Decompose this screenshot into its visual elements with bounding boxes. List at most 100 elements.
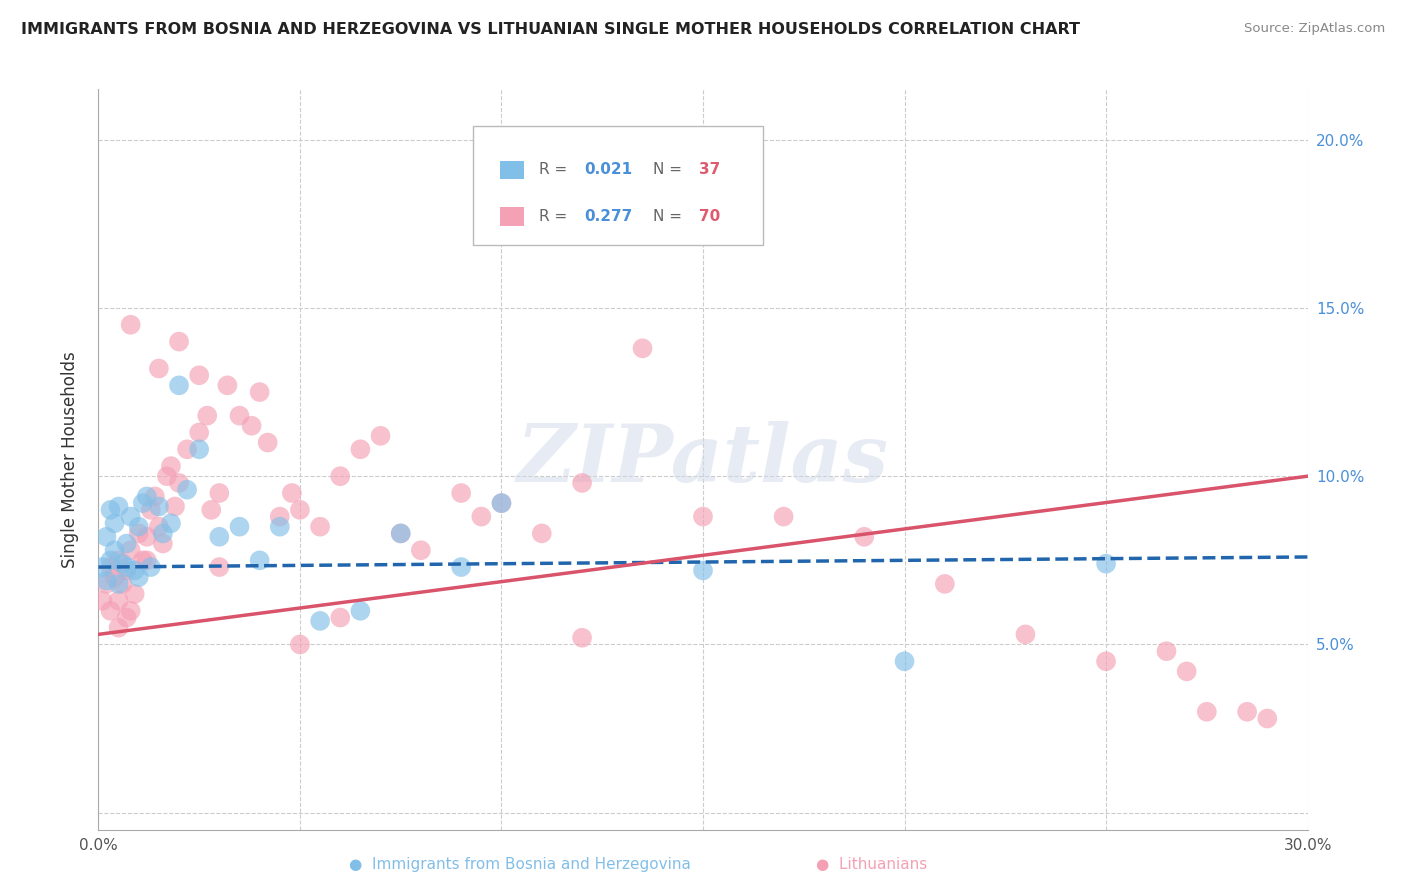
- Point: [100, 553, 122, 567]
- Point: [120, 543, 142, 558]
- Point: [288, 503, 311, 517]
- Point: [124, 587, 146, 601]
- Point: [160, 459, 183, 474]
- Point: [692, 509, 714, 524]
- Point: [249, 553, 271, 567]
- Point: [631, 341, 654, 355]
- Point: [103, 570, 125, 584]
- Point: [309, 614, 332, 628]
- Point: [148, 519, 170, 533]
- Point: [167, 334, 190, 349]
- Point: [132, 553, 155, 567]
- Bar: [501, 207, 524, 226]
- Point: [1175, 665, 1198, 679]
- Point: [228, 519, 250, 533]
- Point: [256, 435, 278, 450]
- Point: [491, 496, 513, 510]
- Point: [115, 610, 138, 624]
- Point: [139, 560, 162, 574]
- Point: [188, 442, 211, 457]
- Point: [288, 637, 311, 651]
- Point: [228, 409, 250, 423]
- Point: [389, 526, 412, 541]
- Text: R =: R =: [538, 162, 572, 178]
- Text: 70: 70: [699, 209, 721, 224]
- Point: [1014, 627, 1036, 641]
- Point: [152, 526, 174, 541]
- Point: [111, 577, 134, 591]
- Point: [107, 577, 129, 591]
- Point: [167, 378, 190, 392]
- FancyBboxPatch shape: [474, 126, 763, 244]
- Point: [200, 503, 222, 517]
- Point: [96, 574, 118, 588]
- Point: [491, 496, 513, 510]
- Point: [163, 500, 186, 514]
- Point: [167, 475, 190, 490]
- Point: [107, 621, 129, 635]
- Text: N =: N =: [654, 162, 688, 178]
- Point: [571, 631, 593, 645]
- Point: [176, 442, 198, 457]
- Point: [115, 536, 138, 550]
- Point: [893, 654, 915, 668]
- Point: [107, 593, 129, 607]
- Point: [107, 553, 129, 567]
- Text: 0.277: 0.277: [585, 209, 633, 224]
- Point: [450, 486, 472, 500]
- Text: ●  Immigrants from Bosnia and Herzegovina: ● Immigrants from Bosnia and Herzegovina: [349, 857, 692, 872]
- Point: [103, 516, 125, 531]
- Point: [103, 543, 125, 558]
- Point: [188, 368, 211, 383]
- Text: 37: 37: [699, 162, 721, 178]
- Point: [249, 385, 271, 400]
- Point: [128, 526, 150, 541]
- Point: [139, 503, 162, 517]
- Point: [349, 604, 371, 618]
- Point: [450, 560, 472, 574]
- Point: [156, 469, 179, 483]
- Point: [115, 564, 138, 578]
- Point: [1256, 712, 1278, 726]
- Point: [152, 536, 174, 550]
- Point: [135, 489, 157, 503]
- Point: [120, 509, 142, 524]
- Point: [1156, 644, 1178, 658]
- Bar: [501, 161, 524, 179]
- Point: [100, 503, 122, 517]
- Y-axis label: Single Mother Households: Single Mother Households: [60, 351, 79, 567]
- Point: [208, 530, 231, 544]
- Text: ZIPatlas: ZIPatlas: [517, 421, 889, 498]
- Point: [217, 378, 239, 392]
- Point: [530, 526, 553, 541]
- Point: [470, 509, 492, 524]
- Point: [143, 489, 166, 503]
- Point: [370, 429, 392, 443]
- Point: [309, 519, 332, 533]
- Point: [111, 557, 134, 571]
- Point: [115, 560, 138, 574]
- Point: [329, 469, 352, 483]
- Point: [281, 486, 304, 500]
- Point: [91, 593, 114, 607]
- Point: [188, 425, 211, 440]
- Point: [208, 486, 231, 500]
- Point: [571, 475, 593, 490]
- Point: [148, 500, 170, 514]
- Text: ●  Lithuanians: ● Lithuanians: [815, 857, 928, 872]
- Point: [96, 577, 118, 591]
- Point: [269, 509, 291, 524]
- Text: IMMIGRANTS FROM BOSNIA AND HERZEGOVINA VS LITHUANIAN SINGLE MOTHER HOUSEHOLDS CO: IMMIGRANTS FROM BOSNIA AND HERZEGOVINA V…: [21, 22, 1080, 37]
- Point: [124, 564, 146, 578]
- Point: [772, 509, 794, 524]
- Point: [934, 577, 956, 591]
- Point: [349, 442, 371, 457]
- Point: [91, 560, 114, 574]
- Point: [1236, 705, 1258, 719]
- Point: [100, 604, 122, 618]
- Point: [128, 570, 150, 584]
- Point: [269, 519, 291, 533]
- Point: [1195, 705, 1218, 719]
- Point: [853, 530, 876, 544]
- Point: [208, 560, 231, 574]
